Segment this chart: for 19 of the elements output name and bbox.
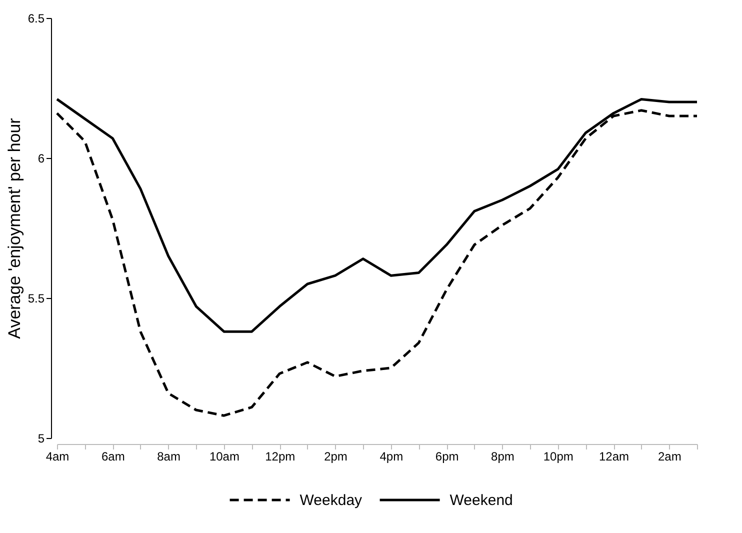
x-tick-label: 10am	[209, 450, 240, 464]
x-tick-label: 4am	[46, 450, 70, 464]
x-tick-label: 8pm	[491, 450, 514, 464]
x-tick-label: 2pm	[324, 450, 348, 464]
y-tick-label: 6.5	[28, 12, 45, 26]
y-axis-title: Average 'enjoyment' per hour	[4, 118, 24, 339]
x-tick-label: 10pm	[543, 450, 574, 464]
x-tick-label: 12am	[599, 450, 630, 464]
x-tick-label: 4pm	[380, 450, 404, 464]
x-tick-label: 8am	[157, 450, 180, 464]
x-tick-label: 12pm	[265, 450, 296, 464]
y-tick-label: 6	[38, 152, 45, 166]
legend-label: Weekend	[450, 492, 513, 509]
legend-label: Weekday	[300, 492, 363, 509]
x-tick-label: 6am	[101, 450, 125, 464]
x-tick-label: 2am	[658, 450, 682, 464]
x-tick-label: 6pm	[435, 450, 459, 464]
y-tick-label: 5.5	[28, 292, 45, 306]
y-tick-label: 5	[38, 432, 45, 446]
